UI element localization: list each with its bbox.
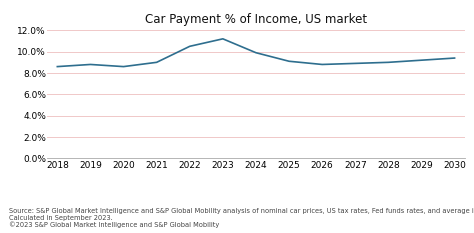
Title: Car Payment % of Income, US market: Car Payment % of Income, US market xyxy=(145,13,367,26)
Text: Source: S&P Global Market Intelligence and S&P Global Mobility analysis of nomin: Source: S&P Global Market Intelligence a… xyxy=(9,208,474,228)
